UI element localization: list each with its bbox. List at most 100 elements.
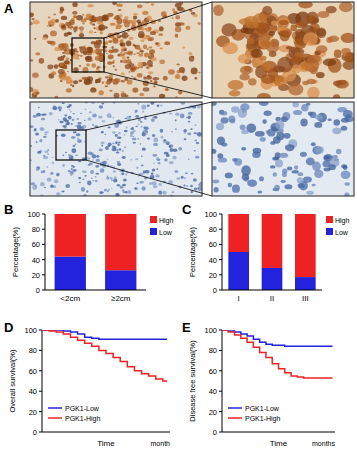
cell [257, 190, 262, 193]
y-tick [39, 370, 42, 371]
cell [34, 128, 37, 130]
cell [125, 95, 129, 98]
cell [241, 147, 246, 151]
cell [231, 106, 239, 112]
cell [214, 187, 219, 193]
cell [269, 51, 277, 57]
cell [112, 142, 115, 144]
y-axis [45, 214, 46, 290]
cell [332, 155, 338, 159]
cell [343, 110, 353, 118]
cell [73, 131, 77, 133]
cell [72, 2, 77, 7]
x-axis-label: Time [97, 439, 115, 448]
cell [116, 152, 120, 154]
y-tick-label: 80 [32, 225, 40, 234]
cell [117, 184, 120, 186]
cell [164, 41, 170, 45]
cell [118, 142, 121, 144]
cell [184, 138, 186, 140]
cell [255, 131, 265, 137]
cell [30, 59, 33, 61]
cell [139, 93, 144, 97]
cell [240, 103, 249, 110]
cell [169, 113, 172, 115]
cell [35, 52, 40, 55]
cell [100, 60, 102, 61]
image-bg [212, 2, 354, 98]
cell [261, 74, 276, 84]
cell [44, 131, 48, 133]
cell [240, 28, 248, 33]
panel-label: E [182, 320, 191, 335]
cell [315, 146, 323, 153]
cell [79, 46, 82, 48]
cell [86, 63, 90, 66]
cell [180, 113, 185, 118]
cell [90, 41, 95, 44]
cell [60, 80, 63, 82]
cell [285, 144, 294, 151]
cell [95, 165, 99, 168]
cell [306, 11, 318, 24]
cell [71, 168, 73, 170]
bar [262, 214, 283, 268]
bar [228, 214, 249, 252]
survival-curve [222, 330, 332, 346]
cell [143, 87, 150, 91]
cell [67, 32, 70, 34]
cell [341, 164, 347, 168]
cell [279, 20, 288, 25]
cell [132, 138, 137, 141]
cell [188, 112, 192, 115]
y-tick [219, 229, 222, 230]
cell [156, 168, 158, 170]
cell [130, 131, 134, 134]
cell [135, 110, 138, 113]
cell [292, 102, 299, 108]
cell [158, 20, 161, 22]
cell [221, 117, 229, 123]
cell [182, 76, 188, 82]
cell [175, 34, 179, 38]
cell [163, 140, 167, 144]
cell [175, 128, 177, 130]
y-tick-label: 80 [29, 346, 37, 355]
cell [257, 93, 271, 98]
cell [95, 82, 97, 84]
cell [341, 33, 354, 43]
cell [59, 121, 63, 123]
cell [122, 150, 124, 151]
cell [326, 37, 332, 43]
cell [66, 88, 72, 92]
cell [117, 161, 121, 163]
cell [225, 173, 233, 179]
cell [107, 61, 112, 65]
cell [181, 176, 184, 179]
cell [151, 118, 155, 122]
cell [101, 103, 104, 105]
cell [264, 110, 272, 116]
cell [142, 132, 144, 133]
cell [32, 73, 39, 78]
cell [68, 116, 72, 120]
cell [232, 158, 237, 162]
cell [50, 30, 57, 36]
y-tick [39, 432, 42, 433]
cell [130, 159, 132, 160]
cell [195, 156, 199, 159]
image-frame [30, 102, 202, 196]
cell [125, 34, 128, 37]
cell [67, 25, 73, 28]
x-axis [222, 290, 322, 291]
cell [150, 80, 153, 82]
cell [55, 19, 59, 23]
cell [292, 56, 303, 63]
cell [79, 33, 84, 37]
cell [333, 119, 340, 125]
cell [160, 129, 164, 133]
cell [221, 142, 227, 146]
cell [72, 119, 75, 121]
cell [116, 149, 119, 151]
y-tick [219, 259, 222, 260]
